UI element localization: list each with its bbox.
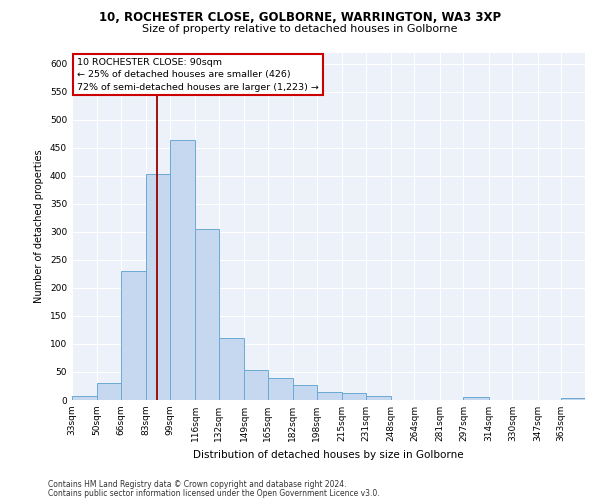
Bar (97, 383, 121, 400)
Bar (317, 392, 342, 400)
Text: 10, ROCHESTER CLOSE, GOLBORNE, WARRINGTON, WA3 3XP: 10, ROCHESTER CLOSE, GOLBORNE, WARRINGTO… (99, 11, 501, 24)
Bar (365, 396, 391, 400)
Bar (268, 378, 293, 400)
Bar (72, 396, 97, 400)
Bar (219, 338, 244, 400)
Bar (121, 271, 146, 400)
Bar (170, 140, 195, 400)
X-axis label: Distribution of detached houses by size in Golborne: Distribution of detached houses by size … (193, 450, 464, 460)
Bar (561, 398, 585, 400)
Y-axis label: Number of detached properties: Number of detached properties (34, 150, 44, 303)
Text: Size of property relative to detached houses in Golborne: Size of property relative to detached ho… (142, 24, 458, 34)
Text: Contains HM Land Registry data © Crown copyright and database right 2024.: Contains HM Land Registry data © Crown c… (48, 480, 347, 489)
Bar (195, 229, 219, 400)
Text: 10 ROCHESTER CLOSE: 90sqm
← 25% of detached houses are smaller (426)
72% of semi: 10 ROCHESTER CLOSE: 90sqm ← 25% of detac… (77, 58, 319, 92)
Bar (463, 397, 488, 400)
Bar (146, 174, 170, 400)
Bar (244, 370, 268, 400)
Bar (342, 394, 365, 400)
Text: Contains public sector information licensed under the Open Government Licence v3: Contains public sector information licen… (48, 488, 380, 498)
Bar (293, 385, 317, 400)
